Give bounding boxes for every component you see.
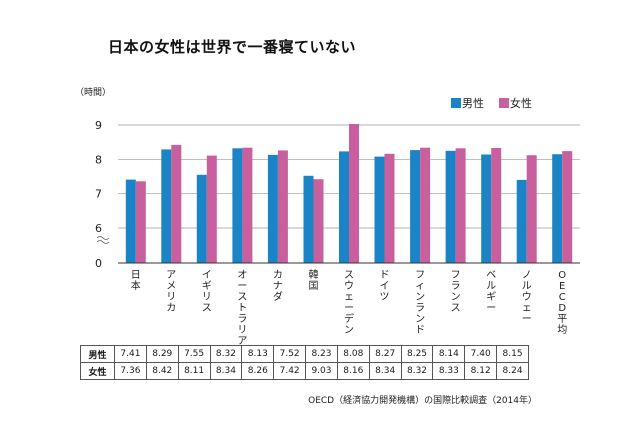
bar-male bbox=[267, 154, 278, 263]
category-label: ドイツ bbox=[380, 270, 390, 303]
table-cell: 8.23 bbox=[305, 345, 338, 363]
bar-male bbox=[481, 154, 492, 263]
bar-female bbox=[313, 179, 324, 263]
axis-break-mark-1 bbox=[96, 236, 110, 240]
category-label: O E C D 平均 bbox=[557, 270, 567, 336]
bar-female bbox=[455, 148, 466, 263]
axis-break-mark-2 bbox=[96, 240, 110, 244]
table-row-label: 女性 bbox=[80, 362, 115, 380]
table-cell: 8.27 bbox=[368, 345, 402, 363]
bar-female bbox=[384, 153, 395, 263]
bar-female bbox=[420, 147, 431, 263]
bar-male bbox=[445, 150, 456, 264]
bar-male bbox=[410, 150, 421, 263]
chart-title: 日本の女性は世界で一番寝ていない bbox=[108, 38, 357, 56]
bar-female bbox=[349, 124, 359, 263]
bars bbox=[125, 124, 573, 264]
table-cell: 8.13 bbox=[241, 345, 275, 363]
category-labels: 日本 アメリカ イギリス オーストラリア カナダ 韓国 スウェーデン ドイツ フィンランド フラン… bbox=[131, 269, 567, 347]
table-cell: 8.26 bbox=[241, 362, 275, 380]
legend-label-male: 男性 bbox=[462, 96, 484, 110]
bar-male bbox=[161, 149, 172, 263]
bar-female bbox=[171, 144, 182, 263]
category-label: フランス bbox=[451, 270, 461, 314]
bar-male bbox=[516, 179, 527, 263]
category-label: アメリカ bbox=[166, 270, 176, 314]
bar-female bbox=[526, 155, 537, 263]
bar-male bbox=[552, 154, 563, 263]
category-label: オーストラリア bbox=[237, 269, 247, 347]
bar-female bbox=[491, 148, 502, 263]
table-cell: 9.03 bbox=[305, 362, 338, 380]
category-label: スウェーデン bbox=[344, 270, 354, 336]
table-cell: 7.41 bbox=[114, 345, 147, 363]
table-cell: 8.24 bbox=[496, 362, 529, 380]
axes: （時間） bbox=[75, 87, 580, 264]
bar-female bbox=[135, 181, 146, 263]
table-cell: 7.55 bbox=[177, 345, 211, 363]
table-row: 女性 7.36 8.42 8.11 8.34 8.26 7.42 9.03 8.16 8.34 8.… bbox=[80, 362, 529, 380]
table-cell: 8.42 bbox=[145, 362, 179, 380]
category-label: 韓国 bbox=[309, 269, 319, 292]
table-cell: 8.11 bbox=[177, 362, 211, 380]
table-row-label: 男性 bbox=[80, 345, 115, 363]
category-label: ノルウェー bbox=[522, 270, 532, 325]
y-tick-label: 6 bbox=[95, 222, 102, 235]
table-cell: 8.12 bbox=[464, 362, 498, 380]
table-cell: 8.32 bbox=[209, 345, 243, 363]
bar-female bbox=[562, 151, 573, 263]
bar-female bbox=[277, 150, 288, 263]
legend: 男性 女性 bbox=[451, 96, 532, 110]
table-cell: 7.42 bbox=[273, 362, 307, 380]
category-label: 日本 bbox=[131, 270, 141, 292]
table-cell: 8.29 bbox=[145, 345, 179, 363]
category-label: フィンランド bbox=[415, 270, 425, 336]
legend-swatch-male bbox=[451, 98, 461, 108]
bar-male bbox=[232, 148, 243, 263]
y-tick-label: 0 bbox=[95, 257, 102, 270]
y-tick-labels: 0 6 7 8 9 bbox=[95, 119, 102, 270]
bar-male bbox=[196, 174, 207, 263]
table-cell: 8.16 bbox=[336, 362, 370, 380]
table-cell: 8.34 bbox=[209, 362, 243, 380]
y-tick-label: 9 bbox=[95, 119, 102, 132]
table-cell: 7.40 bbox=[464, 345, 498, 363]
table-cell: 8.08 bbox=[336, 345, 370, 363]
table-cell: 8.25 bbox=[400, 345, 434, 363]
data-table: 男性 7.41 8.29 7.55 8.32 8.13 7.52 8.23 8.08 8.27 8.… bbox=[80, 345, 529, 380]
bar-female bbox=[242, 147, 253, 263]
y-tick-label: 7 bbox=[95, 188, 102, 201]
y-axis-label: （時間） bbox=[75, 87, 111, 98]
table-cell: 7.36 bbox=[114, 362, 147, 380]
category-label: カナダ bbox=[273, 269, 283, 303]
bar-male bbox=[125, 179, 136, 263]
y-tick-label: 8 bbox=[95, 153, 102, 166]
bar-male bbox=[303, 175, 314, 263]
bar-female bbox=[206, 155, 217, 263]
table-cell: 8.34 bbox=[368, 362, 402, 380]
bar-male bbox=[339, 151, 349, 263]
table-cell: 8.15 bbox=[496, 345, 529, 363]
category-label: イギリス bbox=[202, 270, 212, 314]
legend-swatch-female bbox=[499, 98, 509, 108]
table-cell: 8.33 bbox=[432, 362, 466, 380]
source-note: OECD（経済協力開発機構）の国際比較調査（2014年） bbox=[308, 396, 537, 406]
bar-male bbox=[374, 156, 385, 263]
table-cell: 8.32 bbox=[400, 362, 434, 380]
category-label: ベルギー bbox=[486, 269, 496, 314]
table-cell: 8.14 bbox=[432, 345, 466, 363]
table-row: 男性 7.41 8.29 7.55 8.32 8.13 7.52 8.23 8.08 8.27 8.… bbox=[80, 345, 529, 363]
legend-label-female: 女性 bbox=[510, 96, 532, 110]
table-cell: 7.52 bbox=[273, 345, 307, 363]
